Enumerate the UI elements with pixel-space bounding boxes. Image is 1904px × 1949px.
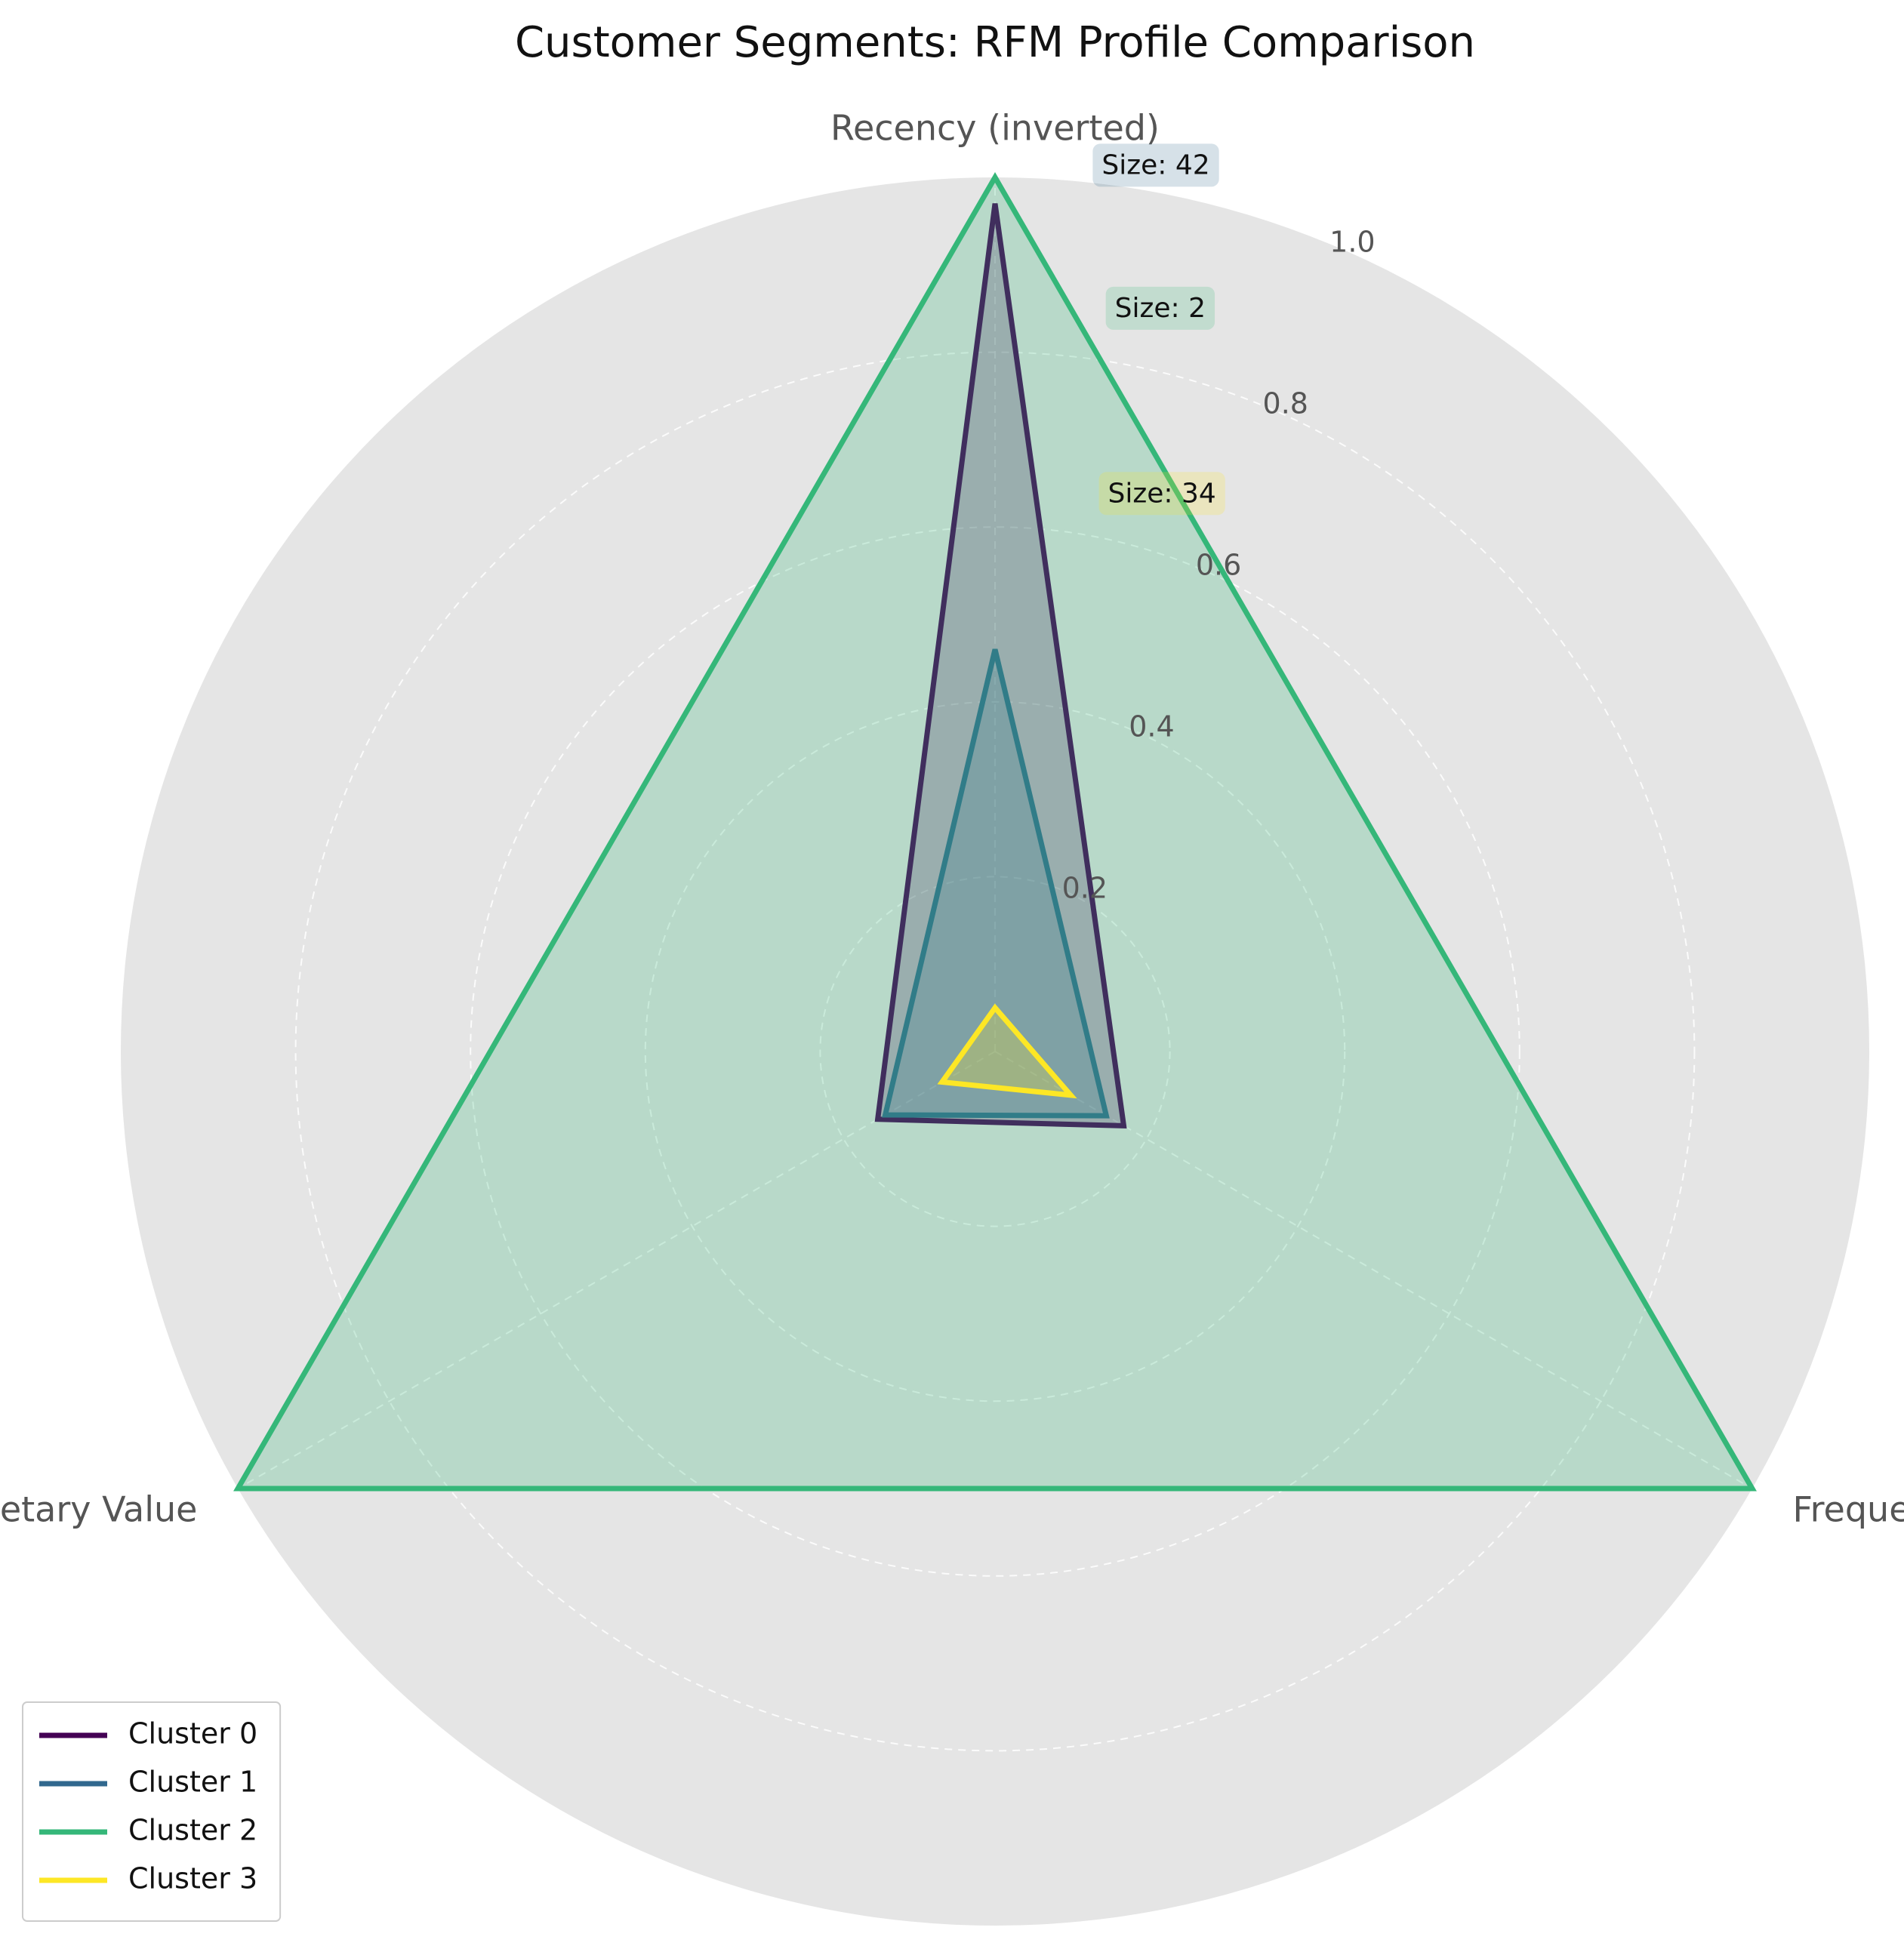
size-annotation-text: Size: 42 (1101, 149, 1209, 180)
grid-spoke (994, 1051, 1753, 1489)
chart-title: Customer Segments: RFM Profile Compariso… (515, 18, 1475, 67)
series-area (885, 649, 1107, 1116)
grid-layer (237, 177, 1753, 1752)
size-annotation-box (1092, 143, 1219, 187)
size-annotation-text: Size: 2 (1115, 293, 1206, 324)
legend-label: Cluster 0 (128, 1717, 257, 1750)
legend-box (22, 1701, 282, 1922)
axis-label: Monetary Value (0, 1489, 197, 1530)
radial-tick-label: 0.2 (1062, 872, 1108, 905)
legend: Cluster 0 Cluster 1 Cluster 2 Cluster 3 (22, 1701, 282, 1922)
radial-tick-label: 0.4 (1129, 710, 1174, 744)
radial-tick-label: 0.6 (1196, 549, 1241, 582)
annotation-layer: Size: 42 Size: 2 Size: 34 (1092, 143, 1225, 516)
grid-circle (644, 700, 1346, 1402)
radial-tick-label: 0.8 (1263, 387, 1308, 420)
series-line (874, 203, 1127, 1129)
label-layer: 0.2 0.4 0.6 0.8 1.0 Recency (inverted) Frequen… (0, 108, 1904, 1530)
radial-tick-label: 1.0 (1329, 226, 1375, 259)
legend-label: Cluster 2 (128, 1814, 257, 1847)
series-line (937, 1003, 1077, 1099)
series-area (238, 177, 1752, 1489)
size-annotation-text: Size: 34 (1108, 478, 1216, 509)
series-line (882, 648, 1110, 1119)
series-area (941, 1008, 1071, 1095)
size-annotation-box (1105, 286, 1215, 330)
axis-label: Frequency (1793, 1489, 1904, 1530)
axis-label: Recency (inverted) (830, 108, 1160, 149)
grid-circle (470, 526, 1520, 1577)
legend-label: Cluster 1 (128, 1766, 257, 1799)
series-line (233, 172, 1757, 1492)
size-annotation: Size: 42 (1092, 143, 1219, 187)
size-annotation: Size: 34 (1098, 472, 1225, 516)
grid-spoke (237, 1051, 996, 1489)
size-annotation-box (1098, 472, 1225, 516)
series-layer (233, 172, 1757, 1492)
size-annotation: Size: 2 (1105, 286, 1215, 330)
grid-circle (819, 876, 1171, 1227)
legend-label: Cluster 3 (128, 1862, 257, 1895)
